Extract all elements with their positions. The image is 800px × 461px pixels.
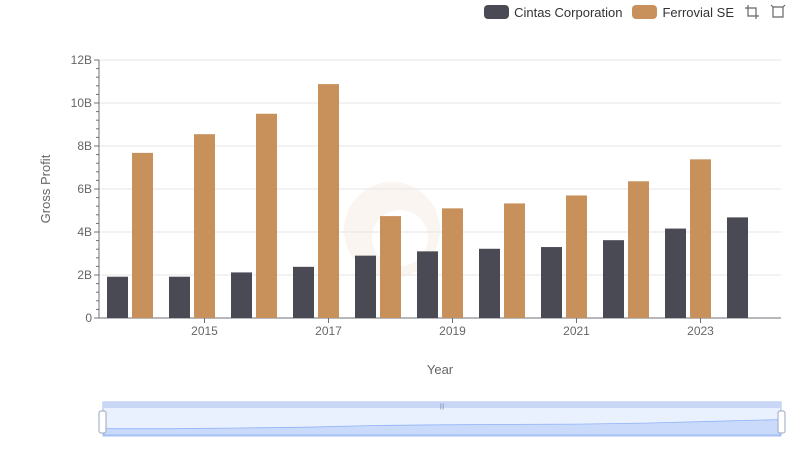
legend-label-ferrovial: Ferrovial SE xyxy=(662,4,734,20)
bar-ferrovial-2015[interactable] xyxy=(194,134,215,318)
bar-cintas-2024[interactable] xyxy=(727,217,748,318)
legend-swatch-ferrovial xyxy=(632,5,658,19)
bar-ferrovial-2019[interactable] xyxy=(442,208,463,318)
bar-cintas-2014[interactable] xyxy=(107,276,128,318)
bar-ferrovial-2018[interactable] xyxy=(380,216,401,318)
x-axis: 2015 2017 2019 2021 2023 xyxy=(99,317,781,338)
zoom-grip-icon[interactable]: ||| xyxy=(440,404,445,410)
bar-ferrovial-2016[interactable] xyxy=(256,113,277,318)
zoom-top-bar[interactable] xyxy=(103,402,781,408)
legend-swatch-cintas xyxy=(484,5,510,19)
x-tick-label: 2017 xyxy=(315,324,342,338)
bar-ferrovial-2021[interactable] xyxy=(566,195,587,318)
y-tick-label: 0 xyxy=(85,311,92,325)
legend-item-cintas[interactable]: Cintas Corporation xyxy=(484,5,622,20)
x-tick-label: 2019 xyxy=(439,324,466,338)
bar-ferrovial-2020[interactable] xyxy=(504,203,525,318)
bar-cintas-2020[interactable] xyxy=(479,248,500,318)
bar-ferrovial-2023[interactable] xyxy=(690,159,711,318)
x-tick-label: 2023 xyxy=(687,324,714,338)
zoom-handle-right[interactable] xyxy=(777,410,786,434)
data-zoom-slider[interactable]: ||| xyxy=(98,401,786,437)
x-tick-label: 2015 xyxy=(191,324,218,338)
legend-item-ferrovial[interactable]: Ferrovial SE xyxy=(632,5,734,20)
bar-ferrovial-2022[interactable] xyxy=(628,181,649,318)
legend: Cintas Corporation Ferrovial SE xyxy=(484,4,786,20)
legend-label-cintas: Cintas Corporation xyxy=(514,4,623,20)
bar-cintas-2019[interactable] xyxy=(417,251,438,318)
zoom-handle-left[interactable] xyxy=(98,410,107,434)
bar-cintas-2015[interactable] xyxy=(169,276,190,318)
bar-cintas-2021[interactable] xyxy=(541,247,562,318)
y-axis-label: Gross Profit xyxy=(38,154,53,223)
bar-ferrovial-2017[interactable] xyxy=(318,84,339,318)
y-tick-label: 4B xyxy=(77,225,92,239)
y-tick-label: 2B xyxy=(77,268,92,282)
bar-ferrovial-2014[interactable] xyxy=(132,152,153,318)
y-tick-label: 6B xyxy=(77,182,92,196)
x-axis-label: Year xyxy=(427,362,454,377)
y-tick-label: 12B xyxy=(71,53,92,67)
restore-icon[interactable] xyxy=(770,4,786,20)
bars xyxy=(107,84,748,318)
bar-cintas-2018[interactable] xyxy=(355,255,376,318)
bar-cintas-2017[interactable] xyxy=(293,266,314,318)
bar-cintas-2023[interactable] xyxy=(665,228,686,318)
bar-cintas-2016[interactable] xyxy=(231,272,252,318)
y-tick-label: 10B xyxy=(71,96,92,110)
y-tick-label: 8B xyxy=(77,139,92,153)
y-axis: 0 2B 4B 6B 8B 10B 12B xyxy=(71,53,100,325)
zoom-icon[interactable] xyxy=(744,4,760,20)
x-tick-label: 2021 xyxy=(563,324,590,338)
bar-cintas-2022[interactable] xyxy=(603,240,624,318)
zoom-preview-area xyxy=(103,419,781,436)
